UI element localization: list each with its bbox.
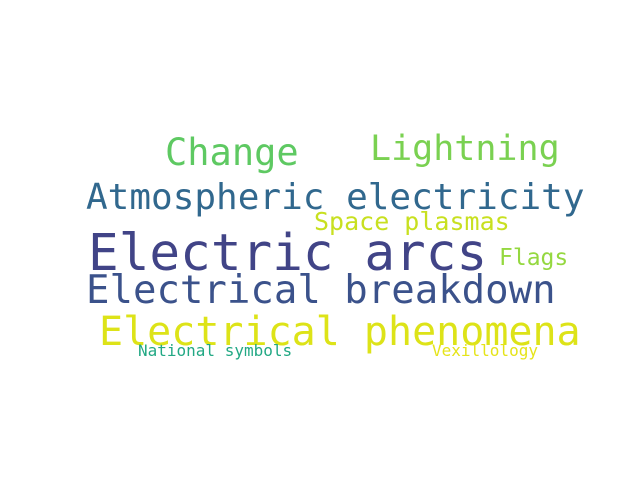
word-national-symbols: National symbols [138,341,293,360]
word-flags: Flags [499,245,569,271]
word-electric-arcs: Electric arcs [88,224,488,283]
word-lightning: Lightning [370,129,560,169]
word-change: Change [165,131,299,174]
word-atmospheric-electricity: Atmospheric electricity [86,177,585,218]
word-electrical-breakdown: Electrical breakdown [86,268,556,313]
word-space-plasmas: Space plasmas [314,207,510,236]
word-vexillology: Vexillology [432,341,538,360]
word-electrical-phenomena: Electrical phenomena [99,309,581,355]
